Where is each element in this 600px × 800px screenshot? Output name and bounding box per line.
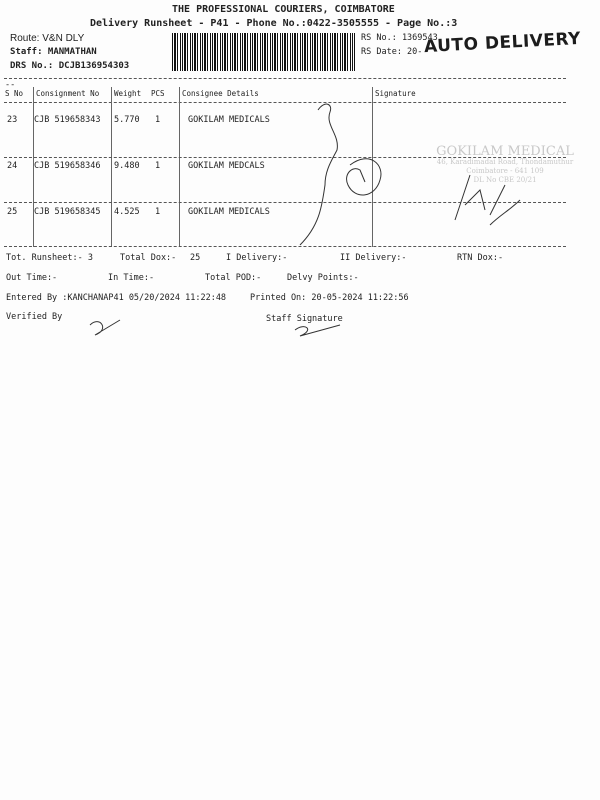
rs-number: RS No.: 1369543 [361,33,438,43]
consignment-no: CJB 519658346 [34,161,101,171]
pcs: 1 [155,161,161,171]
consignment-no: CJB 519658345 [34,207,101,217]
stamp-line: 46, Karadimadai Road, Thondamuthur [436,158,574,166]
verified-by: Verified By [6,312,63,322]
runsheet-subtitle: Delivery Runsheet - P41 - Phone No.:0422… [90,18,458,29]
delvy-points: Delvy Points:- [287,273,359,283]
column-line [33,87,34,247]
printed-on: Printed On: 20-05-2024 11:22:56 [250,293,409,303]
col-pcs: PCS [151,89,165,98]
sno: 23 [7,115,18,125]
divider [4,246,566,247]
divider-fragment: -- [5,80,16,90]
ii-delivery: II Delivery:- [340,253,407,263]
divider [4,78,566,79]
entered-by: Entered By :KANCHANAP41 05/20/2024 11:22… [6,293,227,303]
sno: 25 [7,207,18,217]
col-weight: Weight [114,89,142,98]
staff: Staff: MANMATHAN [10,47,97,57]
staff-signature: Staff Signature [266,314,343,324]
consignee: GOKILAM MEDCALS [188,161,265,171]
sno: 24 [7,161,18,171]
consignee: GOKILAM MEDICALS [188,115,270,125]
stamp-line: Coimbatore - 641 109 [466,167,544,175]
rtn-dox: RTN Dox:- [457,253,504,263]
col-consignment: Consignment No [36,89,100,98]
divider [4,102,566,103]
col-consignee: Consignee Details [182,89,259,98]
total-runsheet: Tot. Runsheet:- 3 [6,253,93,263]
stamp-line: DL No CBE 20/21 [473,176,537,184]
col-sno: S No [5,89,24,98]
total-dox-label: Total Dox:- [120,253,177,263]
weight: 5.770 [114,115,140,125]
pcs: 1 [155,207,161,217]
stamp-line: GOKILAM MEDICAL [436,144,574,159]
weight: 9.480 [114,161,140,171]
receiver-stamp: GOKILAM MEDICAL 46, Karadimadai Road, Th… [415,145,595,185]
i-delivery: I Delivery:- [226,253,288,263]
total-dox-value: 25 [190,253,201,263]
total-pod: Total POD:- [205,273,262,283]
rs-date: RS Date: 20- [361,47,423,57]
divider [4,202,566,203]
out-time: Out Time:- [6,273,58,283]
barcode [172,33,355,71]
consignment-no: CJB 519658343 [34,115,101,125]
company-title: THE PROFESSIONAL COURIERS, COIMBATORE [172,4,395,15]
consignee: GOKILAM MEDICALS [188,207,270,217]
weight: 4.525 [114,207,140,217]
col-signature: Signature [375,89,416,98]
column-line [372,87,373,247]
route: Route: V&N DLY [10,33,85,44]
in-time: In Time:- [108,273,155,283]
column-line [179,87,180,247]
pcs: 1 [155,115,161,125]
divider [4,157,566,158]
drs-number: DRS No.: DCJB136954303 [10,61,130,71]
column-line [111,87,112,247]
